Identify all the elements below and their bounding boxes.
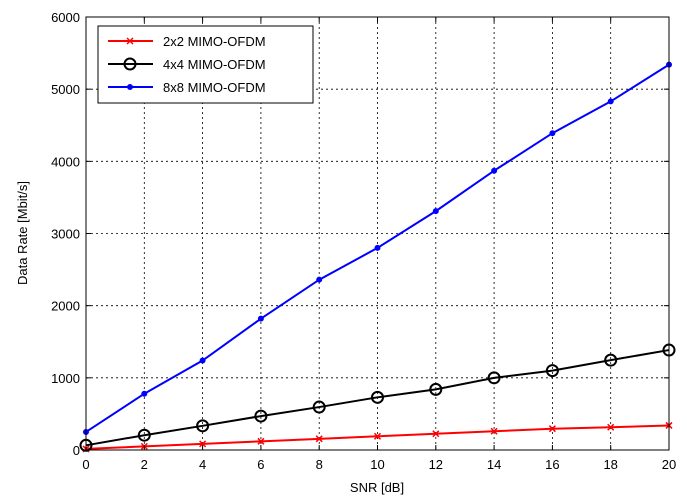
data-point-4x4-mimo-ofdm [371, 390, 384, 404]
data-point-2x2-mimo-ofdm [257, 437, 265, 445]
series-line-4x4-mimo-ofdm [85, 349, 670, 447]
legend-swatch-marker [126, 37, 134, 45]
data-point-4x4-mimo-ofdm [312, 400, 326, 414]
data-point-8x8-mimo-ofdm [199, 357, 206, 364]
y-tick-label: 2000 [51, 299, 80, 314]
y-axis-label: Data Rate [Mbit/s] [15, 181, 30, 285]
data-point-4x4-mimo-ofdm [254, 409, 268, 423]
data-point-4x4-mimo-ofdm [604, 353, 618, 367]
grid-lines [86, 17, 669, 450]
legend-entry: 2x2 MIMO-OFDM [108, 34, 266, 49]
x-tick-label: 18 [603, 457, 617, 472]
data-point-4x4-mimo-ofdm [429, 382, 443, 396]
data-point-4x4-mimo-ofdm [487, 371, 501, 385]
x-axis-label: SNR [dB] [350, 480, 404, 495]
data-point-8x8-mimo-ofdm [316, 276, 323, 283]
legend: 2x2 MIMO-OFDM 4x4 MIMO-OFDM 8x8 MIMO-OFDM [97, 25, 314, 104]
legend-label: 2x2 MIMO-OFDM [163, 34, 266, 49]
data-point-8x8-mimo-ofdm [257, 315, 264, 322]
data-point-8x8-mimo-ofdm [374, 244, 381, 251]
y-tick-label: 4000 [51, 154, 80, 169]
data-point-2x2-mimo-ofdm [490, 427, 498, 435]
legend-label: 4x4 MIMO-OFDM [163, 57, 266, 72]
data-point-2x2-mimo-ofdm [548, 425, 556, 433]
data-point-8x8-mimo-ofdm [141, 390, 148, 397]
x-tick-label: 20 [662, 457, 676, 472]
data-point-2x2-mimo-ofdm [607, 423, 615, 431]
data-point-8x8-mimo-ofdm [432, 208, 439, 215]
data-point-2x2-mimo-ofdm [315, 435, 323, 443]
y-tick-label: 6000 [51, 10, 80, 25]
legend-swatch-marker [123, 57, 137, 71]
legend-entry: 8x8 MIMO-OFDM [108, 80, 266, 95]
y-tick-label: 1000 [51, 371, 80, 386]
data-point-2x2-mimo-ofdm [432, 430, 440, 438]
data-point-8x8-mimo-ofdm [607, 98, 614, 105]
legend-swatch-marker [127, 84, 133, 90]
x-tick-label: 8 [316, 457, 323, 472]
data-point-8x8-mimo-ofdm [491, 167, 498, 174]
x-tick-label: 12 [429, 457, 443, 472]
x-tick-label: 10 [370, 457, 384, 472]
x-tick-label: 0 [82, 457, 89, 472]
x-tick-label: 16 [545, 457, 559, 472]
series-8x8-mimo-ofdm [83, 61, 672, 435]
series-layer [79, 61, 676, 453]
data-point-2x2-mimo-ofdm [373, 432, 382, 440]
data-point-4x4-mimo-ofdm [196, 419, 210, 433]
axis-ticks: 0 2 4 6 8 10 12 14 16 18 20 0 1000 2000 3000 4000 5000 60… [51, 10, 676, 472]
legend-label: 8x8 MIMO-OFDM [163, 80, 266, 95]
x-tick-label: 14 [487, 457, 501, 472]
data-point-4x4-mimo-ofdm [545, 364, 559, 378]
y-tick-label: 3000 [51, 227, 80, 242]
y-tick-label: 5000 [51, 82, 80, 97]
data-point-4x4-mimo-ofdm [137, 428, 151, 442]
legend-entry: 4x4 MIMO-OFDM [108, 57, 266, 72]
y-tick-label: 0 [73, 443, 80, 458]
x-tick-label: 6 [257, 457, 264, 472]
data-point-8x8-mimo-ofdm [549, 130, 556, 137]
x-tick-label: 2 [141, 457, 148, 472]
data-point-2x2-mimo-ofdm [199, 440, 207, 448]
x-tick-label: 4 [199, 457, 206, 472]
